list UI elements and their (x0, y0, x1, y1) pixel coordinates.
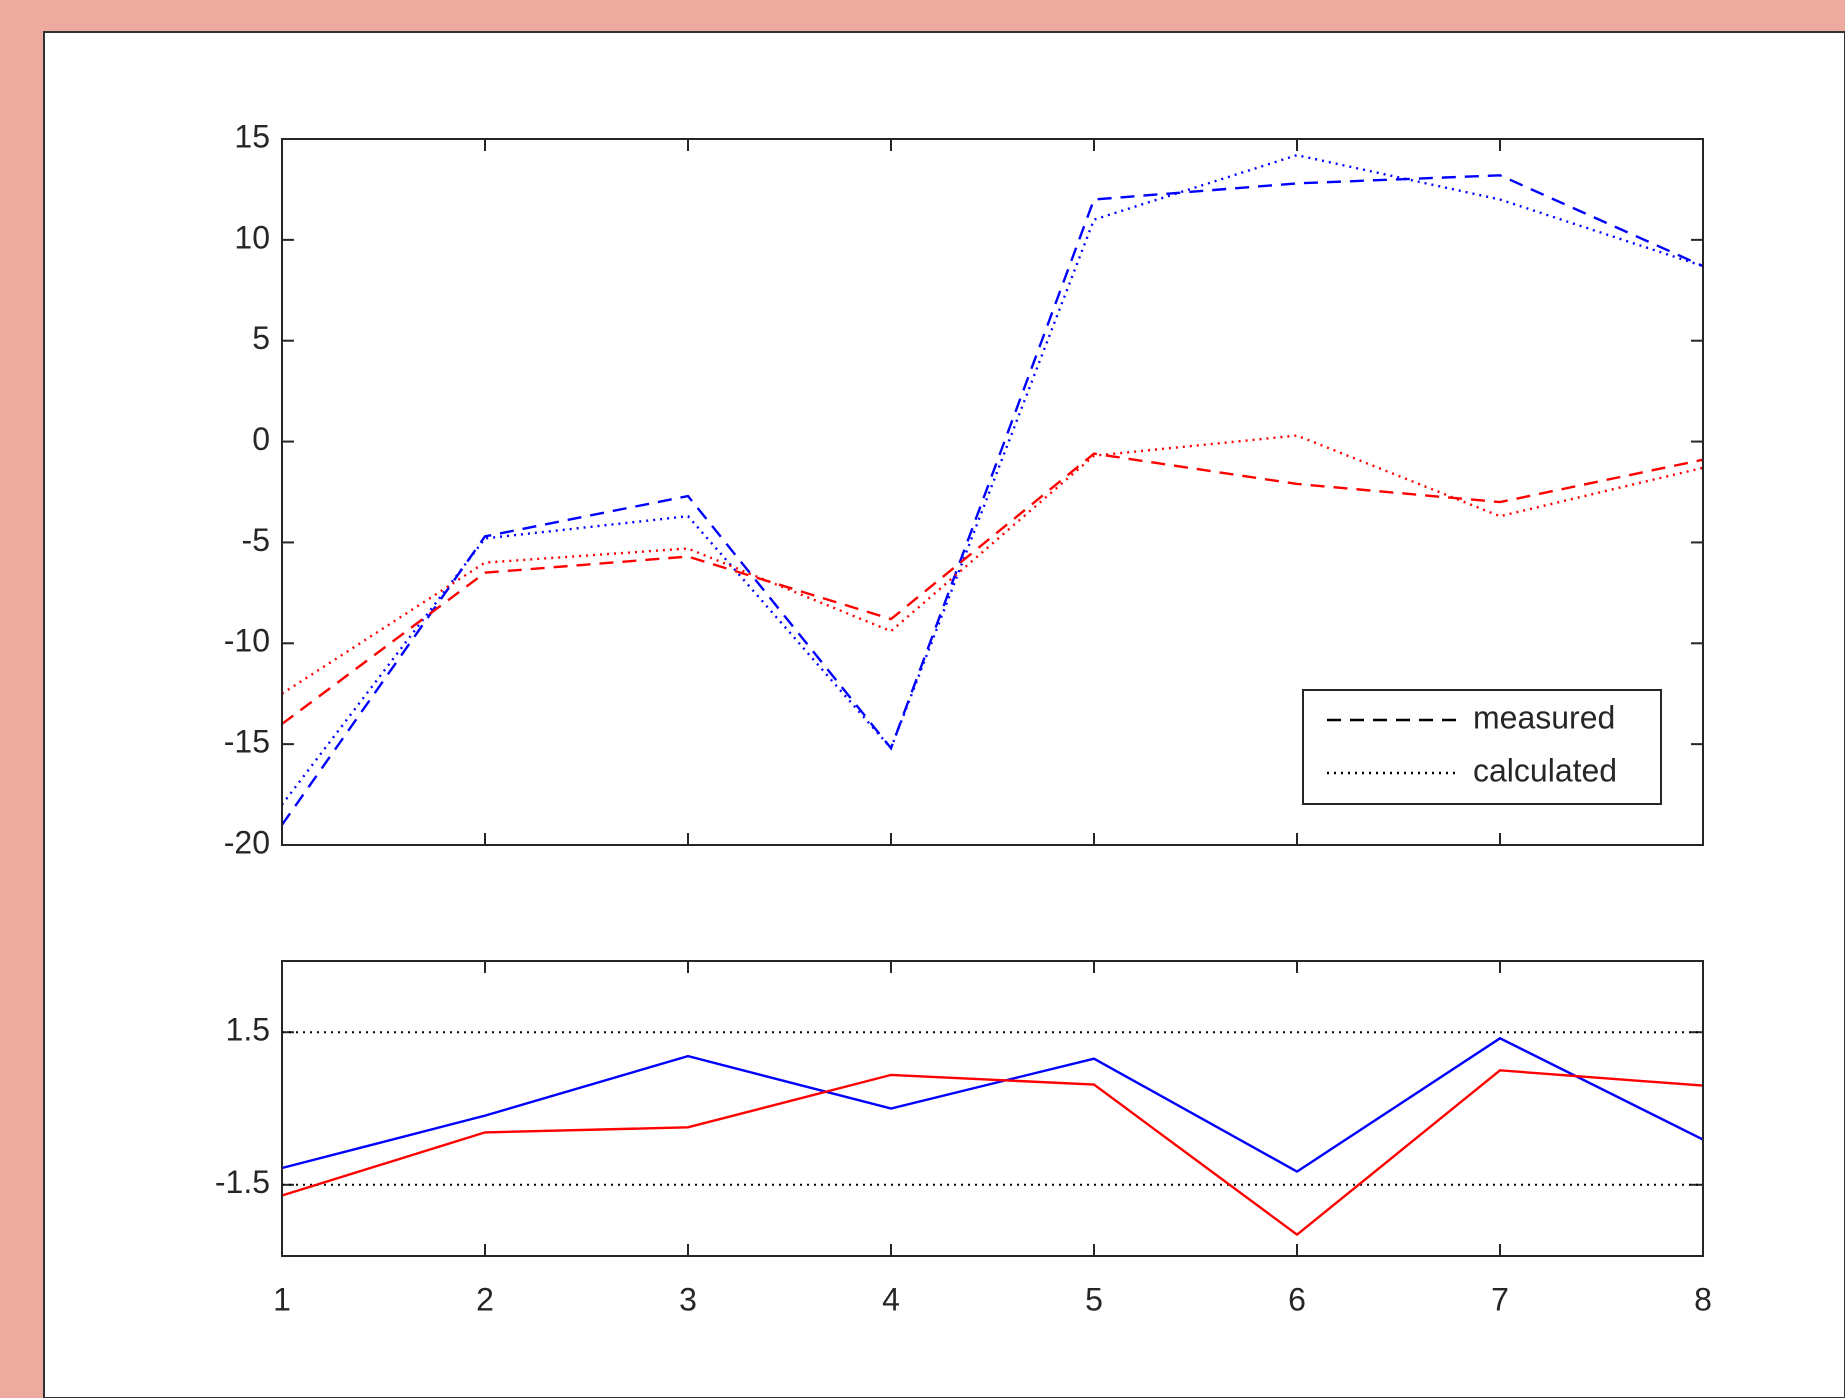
y-tick-label: -15 (224, 724, 270, 760)
y-tick-label: 10 (234, 219, 270, 255)
y-tick-label: -10 (224, 623, 270, 659)
x-tick-label: 7 (1491, 1281, 1509, 1317)
y-tick-label: 1.5 (226, 1012, 270, 1048)
x-tick-label: 6 (1288, 1281, 1306, 1317)
series-line (281, 452, 1704, 725)
y-tick-label: -1.5 (215, 1164, 270, 1200)
plot-frame (281, 960, 1704, 1257)
legend-label: calculated (1473, 752, 1617, 788)
plot-frame (281, 138, 1704, 846)
y-tick-label: 5 (252, 320, 270, 356)
x-tick-label: 2 (476, 1281, 494, 1317)
series-line (281, 153, 1704, 806)
x-tick-label: 3 (679, 1281, 697, 1317)
series-line (281, 174, 1704, 826)
plot-area (282, 961, 1703, 1256)
y-tick-label: 15 (234, 118, 270, 154)
legend-box (1302, 689, 1662, 805)
y-tick-label: -20 (224, 824, 270, 860)
x-tick-label: 1 (273, 1281, 291, 1317)
x-tick-label: 4 (882, 1281, 900, 1317)
series-line (281, 1069, 1704, 1237)
series-line (281, 1036, 1704, 1173)
legend-label: measured (1473, 699, 1615, 735)
y-tick-label: -5 (242, 522, 270, 558)
x-tick-label: 5 (1085, 1281, 1103, 1317)
y-tick-label: 0 (252, 421, 270, 457)
x-tick-label: 8 (1694, 1281, 1712, 1317)
series-line (281, 434, 1704, 695)
